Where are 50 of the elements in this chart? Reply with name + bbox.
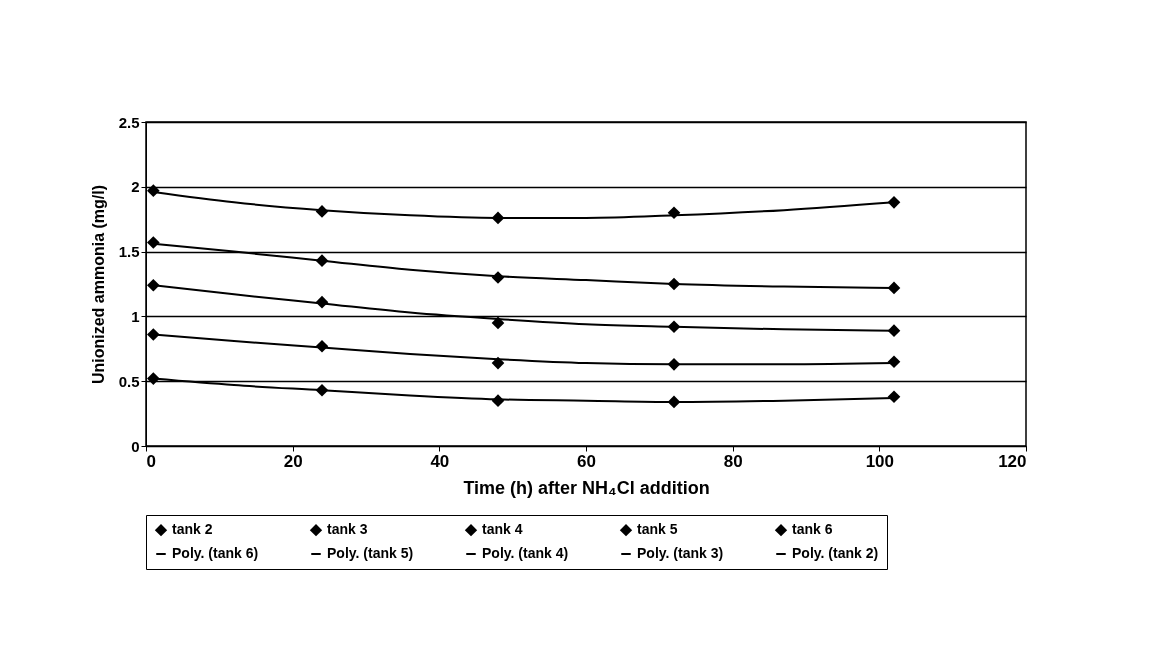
legend-label: Poly. (tank 2): [792, 545, 879, 561]
x-tick-label: 0: [146, 451, 156, 471]
legend-label: tank 2: [172, 521, 213, 538]
point: [887, 196, 901, 209]
legend-label: Poly. (tank 6): [172, 545, 259, 561]
point: [147, 372, 160, 385]
point: [147, 278, 160, 292]
y-tick-label: 0: [131, 437, 140, 455]
point: [491, 316, 505, 330]
x-tick-label: 40: [430, 451, 450, 471]
point: [887, 355, 901, 369]
y-tick-label: 1: [131, 307, 140, 325]
point: [667, 358, 681, 371]
point: [315, 205, 329, 218]
point: [315, 295, 329, 309]
point: [667, 206, 681, 220]
point: [667, 320, 681, 334]
point: [315, 383, 329, 397]
point: [491, 394, 505, 407]
point: [315, 254, 329, 267]
point: [147, 184, 160, 198]
point: [147, 236, 160, 249]
point: [147, 328, 160, 341]
legend-label: Poly. (tank 4): [482, 545, 569, 561]
y-tick-label: 2: [131, 178, 140, 196]
point: [491, 271, 505, 284]
legend-label: tank 4: [482, 521, 523, 538]
point: [491, 356, 505, 370]
point: [887, 390, 901, 404]
point: [887, 324, 901, 337]
x-tick-label: 100: [865, 451, 895, 471]
point: [315, 339, 329, 353]
point: [887, 281, 901, 295]
legend-label: tank 5: [637, 521, 678, 538]
y-tick-label: 0.5: [118, 372, 140, 390]
x-axis-title: Time (h) after NH₄Cl addition: [463, 477, 710, 498]
legend-label: tank 6: [792, 521, 833, 538]
y-tick-label: 2.5: [118, 113, 140, 131]
x-tick-label: 120: [998, 451, 1027, 471]
legend-label: Poly. (tank 5): [327, 545, 414, 561]
point: [491, 211, 505, 225]
x-tick-label: 20: [283, 451, 303, 471]
y-axis-title: Unionized ammonia (mg/l): [89, 184, 107, 385]
point: [667, 277, 681, 291]
legend-label: tank 3: [327, 521, 368, 538]
legend-label: Poly. (tank 3): [637, 545, 724, 561]
x-tick-label: 60: [577, 451, 596, 471]
x-tick-label: 80: [723, 451, 743, 471]
point: [667, 395, 681, 409]
y-tick-label: 1.5: [118, 243, 140, 261]
